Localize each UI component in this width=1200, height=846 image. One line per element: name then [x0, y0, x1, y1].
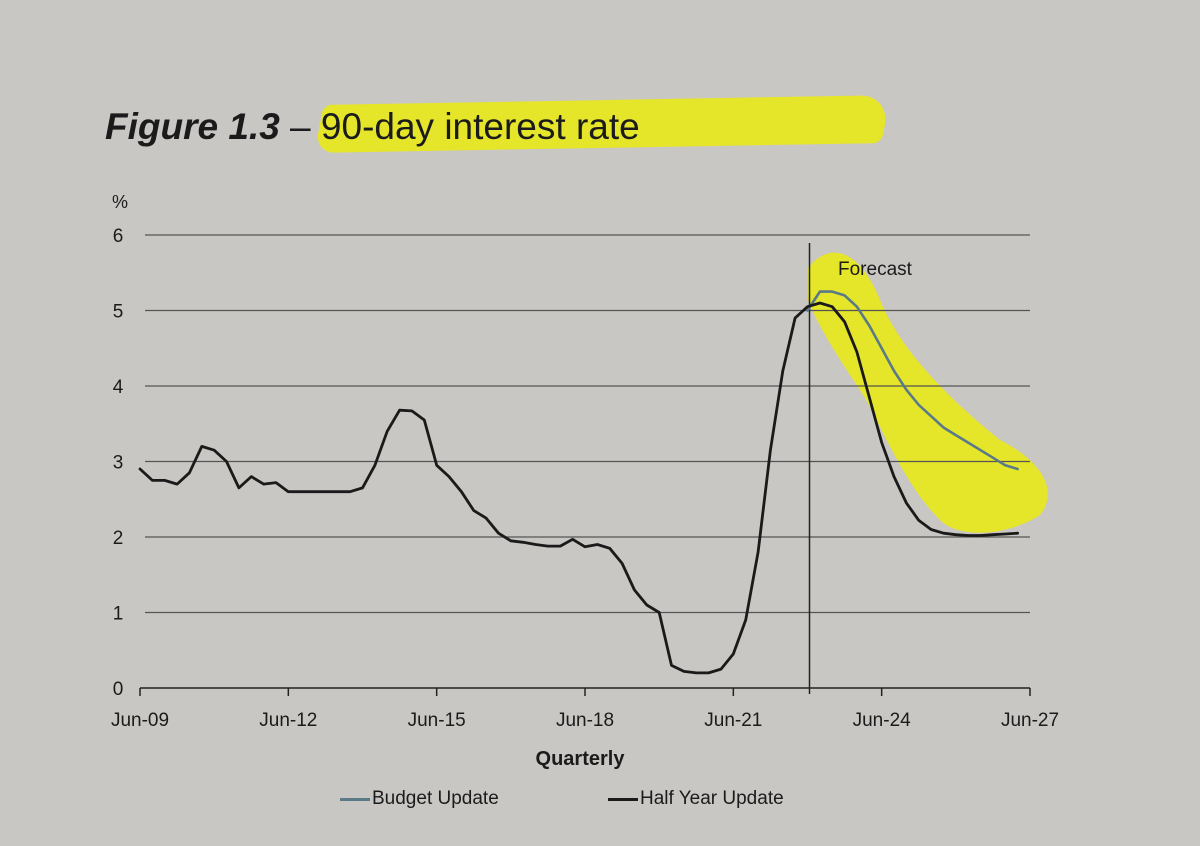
x-tick-label-Jun-18: Jun-18: [556, 710, 614, 731]
legend-swatch-budget-update: [340, 797, 370, 801]
gridlines: [145, 234, 1030, 614]
legend-label-budget-update: Budget Update: [372, 788, 499, 809]
legend-item-budget-update: Budget Update: [340, 788, 499, 810]
x-axis-title: Quarterly: [536, 748, 626, 770]
y-tick-label-1: 1: [113, 604, 124, 625]
figure-number: Figure 1.3: [105, 106, 280, 147]
y-tick-label-6: 6: [113, 226, 124, 247]
y-tick-label-5: 5: [113, 302, 124, 323]
forecast-label: Forecast: [838, 259, 913, 280]
chart-labels: % Quarterly Forecast: [112, 192, 913, 770]
y-tick-label-4: 4: [113, 377, 124, 398]
x-tick-label-Jun-09: Jun-09: [111, 710, 169, 731]
x-tick-label-Jun-12: Jun-12: [259, 710, 317, 731]
y-tick-label-0: 0: [113, 679, 124, 700]
x-tick-label-Jun-21: Jun-21: [704, 710, 762, 731]
legend-label-half-year-update: Half Year Update: [640, 788, 784, 809]
series-line-half-year-update: [138, 301, 1019, 675]
title-text: Figure 1.3 – 90-day interest rate: [105, 106, 640, 148]
legend-swatch-half-year-update: [608, 797, 638, 801]
figure-title: Figure 1.3 – 90-day interest rate: [105, 95, 905, 170]
y-tick-label-2: 2: [113, 528, 124, 549]
chart-legend: Budget Update Half Year Update: [340, 788, 860, 818]
series-line-budget-update: [806, 290, 1019, 471]
x-tick-label-Jun-15: Jun-15: [408, 710, 466, 731]
series-lines: [138, 290, 1019, 675]
x-tick-label-Jun-27: Jun-27: [1001, 710, 1059, 731]
y-tick-label-3: 3: [113, 453, 124, 474]
x-tick-label-Jun-24: Jun-24: [853, 710, 912, 731]
legend-item-half-year-update: Half Year Update: [608, 788, 784, 810]
figure-caption: – 90-day interest rate: [279, 106, 640, 147]
y-axis-unit-label: %: [112, 192, 128, 212]
axes: 0 1 2 3 4 5 6 Jun-09 Jun-12 Jun-15 Jun-18 Jun-21 Jun…: [111, 226, 1059, 731]
